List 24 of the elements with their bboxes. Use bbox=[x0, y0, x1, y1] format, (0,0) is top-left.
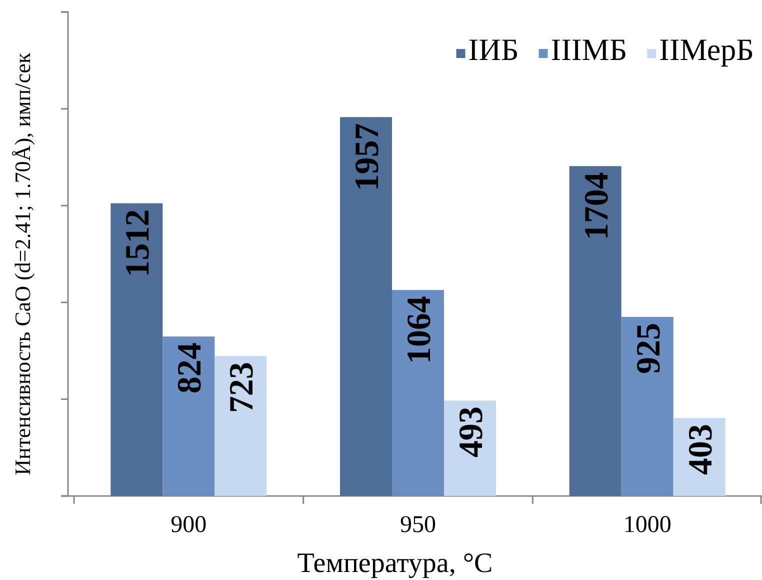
data-label: 493 bbox=[453, 406, 490, 458]
y-axis-title: Интенсивность CaO (d=2.41; 1.70Å), имп/сек bbox=[10, 52, 35, 476]
data-label: 1704 bbox=[578, 172, 616, 240]
data-label: 403 bbox=[682, 424, 720, 475]
data-label: 723 bbox=[224, 362, 261, 414]
data-label: 1957 bbox=[349, 123, 386, 192]
x-axis-title: Температура, °С bbox=[297, 548, 493, 579]
x-tick-label: 1000 bbox=[623, 512, 672, 538]
bar bbox=[392, 290, 444, 496]
legend-label: IИБ bbox=[468, 32, 519, 67]
legend-label: IIМерБ bbox=[659, 32, 754, 67]
bar bbox=[340, 117, 392, 496]
data-label: 824 bbox=[172, 342, 209, 394]
x-tick-label: 950 bbox=[400, 512, 436, 538]
x-tick-label: 900 bbox=[170, 512, 207, 538]
data-label: 925 bbox=[630, 322, 668, 374]
bar bbox=[110, 203, 163, 496]
legend-label: IIIМБ bbox=[550, 32, 628, 67]
bar bbox=[569, 166, 622, 496]
bar bbox=[214, 356, 267, 496]
data-label: 1512 bbox=[120, 209, 157, 278]
bar bbox=[162, 336, 215, 496]
data-label: 1064 bbox=[401, 296, 438, 364]
bar bbox=[621, 316, 674, 496]
